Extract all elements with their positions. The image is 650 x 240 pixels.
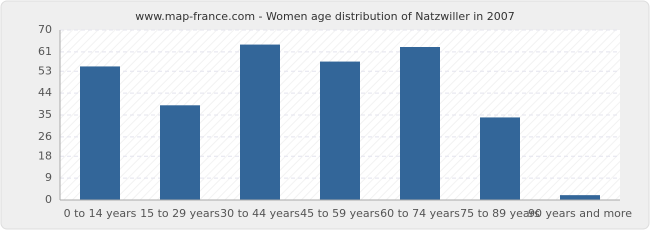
y-tick-label: 44 bbox=[38, 86, 52, 99]
bar bbox=[240, 44, 280, 201]
chart: www.map-france.com - Women age distribut… bbox=[0, 0, 650, 230]
bar bbox=[160, 105, 200, 200]
y-tick-label: 18 bbox=[38, 149, 52, 162]
y-tick-label: 53 bbox=[38, 64, 52, 77]
bar bbox=[400, 47, 440, 200]
x-tick-label: 90 years and more bbox=[528, 207, 632, 220]
bar bbox=[80, 66, 120, 200]
y-tick-label: 9 bbox=[45, 171, 52, 184]
x-tick-label: 30 to 44 years bbox=[220, 207, 300, 220]
y-tick-label: 61 bbox=[38, 45, 52, 58]
x-tick-label: 45 to 59 years bbox=[300, 207, 380, 220]
y-tick-label: 0 bbox=[45, 193, 52, 206]
bar bbox=[480, 117, 520, 200]
chart-title: www.map-france.com - Women age distribut… bbox=[135, 10, 514, 23]
x-tick-label: 0 to 14 years bbox=[64, 207, 137, 220]
y-tick-label: 26 bbox=[38, 130, 52, 143]
x-tick-label: 60 to 74 years bbox=[380, 207, 460, 220]
bar bbox=[560, 195, 600, 200]
x-tick-label: 75 to 89 years bbox=[460, 207, 540, 220]
x-tick-label: 15 to 29 years bbox=[140, 207, 220, 220]
y-tick-label: 35 bbox=[38, 108, 52, 121]
bar bbox=[320, 61, 360, 201]
y-tick-label: 70 bbox=[38, 23, 52, 36]
